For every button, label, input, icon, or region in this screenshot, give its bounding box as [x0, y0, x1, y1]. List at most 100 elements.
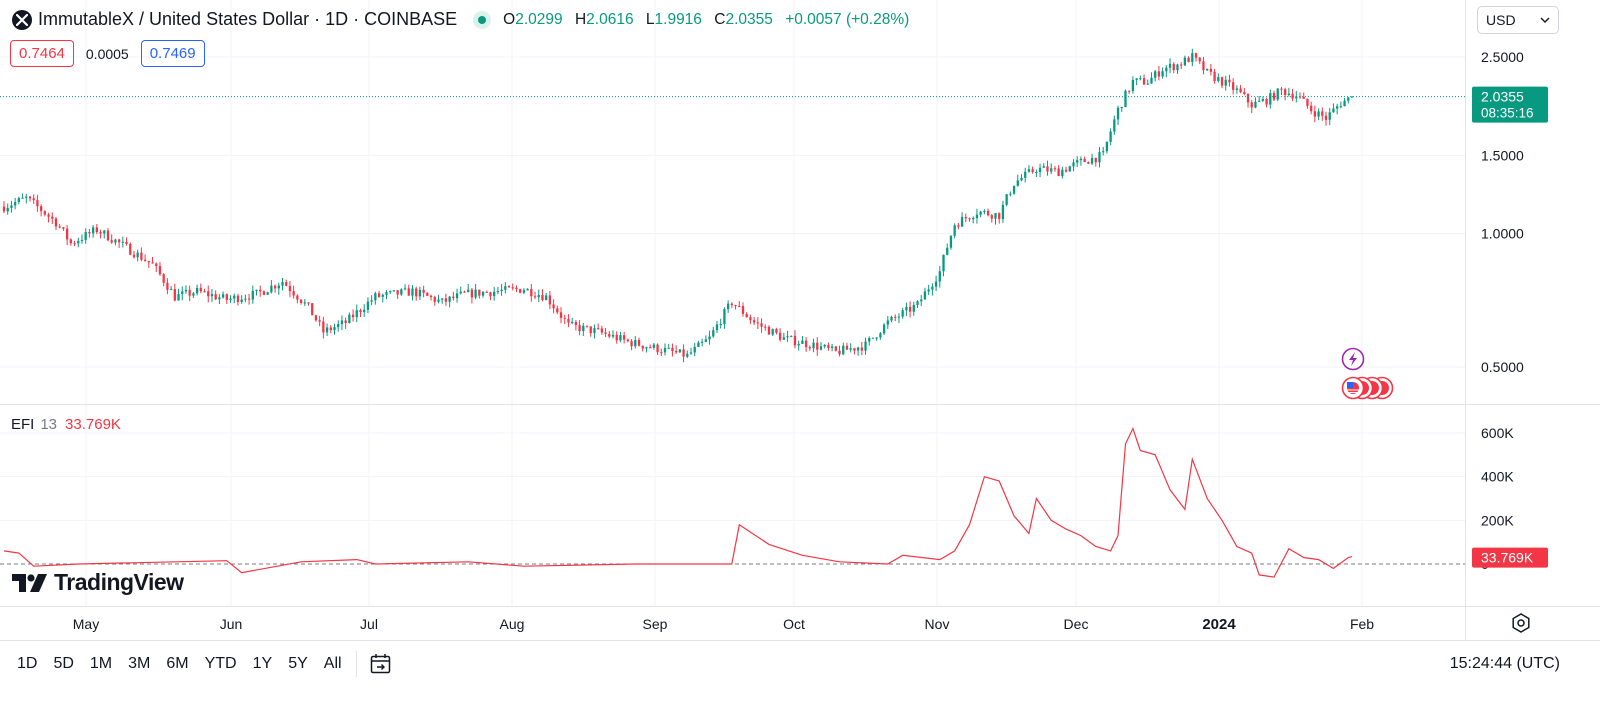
candle — [845, 342, 849, 350]
candle — [582, 322, 585, 337]
candle-body — [192, 293, 195, 296]
candle-body — [689, 352, 693, 354]
candle-body — [994, 213, 997, 219]
candle-body — [91, 227, 95, 234]
chart-settings-button[interactable] — [1510, 612, 1532, 639]
time-tick-label: Jul — [360, 616, 378, 632]
range-button-1y[interactable]: 1Y — [252, 655, 273, 672]
candle — [88, 229, 91, 238]
candle-body — [1116, 107, 1120, 120]
candle — [957, 222, 960, 230]
candle — [741, 302, 745, 317]
candle — [240, 295, 243, 304]
candle-body — [136, 252, 139, 258]
candle — [552, 299, 555, 314]
candle-body — [1180, 64, 1183, 66]
candle — [114, 238, 117, 246]
candle-body — [533, 296, 537, 298]
date-range-button[interactable] — [369, 652, 393, 676]
candle — [181, 286, 184, 301]
candle-body — [645, 347, 648, 349]
candle-body — [868, 338, 871, 342]
events-markers[interactable] — [1340, 346, 1400, 404]
candle-body — [389, 291, 392, 293]
range-button-6m[interactable]: 6M — [166, 655, 189, 672]
candle — [875, 337, 878, 341]
candle-body — [507, 286, 511, 288]
range-button-1d[interactable]: 1D — [17, 655, 38, 672]
candle — [838, 345, 841, 357]
candle-body — [879, 333, 882, 338]
candle-body — [374, 293, 377, 301]
candle-body — [674, 351, 678, 353]
candle — [946, 243, 949, 256]
buy-price-button[interactable]: 0.7469 — [140, 40, 205, 67]
candle — [860, 342, 863, 356]
range-button-3m[interactable]: 3M — [128, 655, 151, 672]
symbol-title[interactable]: ImmutableX / United States Dollar · 1D ·… — [38, 9, 458, 29]
candle — [749, 314, 752, 325]
candle — [823, 344, 826, 349]
currency-label: USD — [1486, 12, 1516, 28]
range-button-5d[interactable]: 5D — [53, 655, 74, 672]
candle — [589, 326, 592, 337]
candle — [734, 304, 737, 310]
efi-legend[interactable]: EFI 13 33.769K — [11, 416, 121, 433]
currency-select[interactable]: USD — [1477, 6, 1559, 34]
sell-price-button[interactable]: 0.7464 — [10, 40, 74, 67]
efi-tick-label: 200K — [1481, 512, 1514, 528]
candle — [1057, 165, 1060, 177]
candle — [1116, 105, 1120, 125]
candle — [842, 342, 845, 356]
candle-body — [819, 346, 823, 350]
candle-body — [1072, 162, 1075, 167]
candle — [210, 288, 214, 302]
candle-body — [28, 196, 32, 199]
range-button-5y[interactable]: 5Y — [288, 655, 308, 672]
candle — [574, 320, 578, 331]
candle — [1310, 101, 1313, 115]
candle — [1087, 161, 1090, 164]
candle — [563, 314, 566, 325]
candle-body — [938, 271, 941, 282]
range-button-ytd[interactable]: YTD — [204, 655, 237, 672]
candle — [65, 224, 69, 246]
candle-body — [630, 341, 633, 347]
candle — [1046, 160, 1049, 176]
candle-body — [396, 290, 399, 295]
candle — [77, 237, 80, 248]
candle — [1261, 96, 1265, 102]
tradingview-logo[interactable]: TradingView — [12, 569, 184, 596]
candle — [47, 212, 50, 223]
candle — [897, 313, 901, 323]
candle-body — [697, 342, 700, 347]
candle-body — [519, 289, 522, 293]
candle-body — [1328, 112, 1331, 120]
range-button-all[interactable]: All — [323, 655, 342, 672]
candle — [1254, 97, 1257, 109]
candle — [504, 282, 507, 294]
candle — [218, 294, 221, 305]
candle — [626, 338, 630, 343]
candle-body — [790, 335, 793, 337]
candle-body — [262, 291, 266, 295]
range-button-1m[interactable]: 1M — [89, 655, 113, 672]
candle-body — [678, 349, 682, 353]
candle — [1306, 98, 1309, 109]
efi-value: 33.769K — [65, 416, 121, 433]
candle-body — [908, 306, 912, 312]
utc-clock[interactable]: 15:24:44 (UTC) — [1449, 655, 1560, 672]
candle-body — [337, 324, 340, 328]
time-tick-label: Nov — [925, 616, 950, 632]
candle-body — [682, 349, 685, 357]
candle — [634, 336, 637, 349]
candle-body — [1220, 77, 1224, 86]
candle — [54, 216, 58, 230]
candle-body — [169, 289, 173, 291]
candle — [697, 340, 700, 348]
candle — [1191, 48, 1194, 67]
candle-body — [1165, 67, 1168, 72]
candle-body — [210, 294, 214, 297]
